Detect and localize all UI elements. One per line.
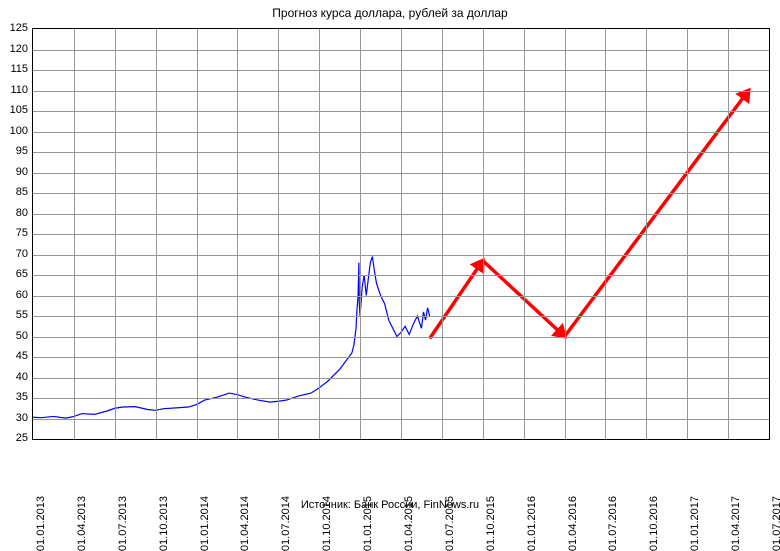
x-axis-label: 01.04.2015 <box>403 496 415 551</box>
y-axis-label: 115 <box>6 63 28 75</box>
grid-line-v <box>115 29 116 439</box>
x-axis-label: 01.04.2017 <box>730 496 742 551</box>
grid-line-v <box>728 29 729 439</box>
x-axis-label: 01.10.2013 <box>158 496 170 551</box>
grid-line-v <box>360 29 361 439</box>
y-axis-label: 110 <box>6 84 28 96</box>
y-axis-label: 35 <box>6 391 28 403</box>
plot-area <box>32 28 770 440</box>
grid-line-v <box>197 29 198 439</box>
grid-line-v <box>156 29 157 439</box>
y-axis-label: 55 <box>6 309 28 321</box>
x-axis-label: 01.07.2015 <box>444 496 456 551</box>
grid-line-v <box>483 29 484 439</box>
y-axis-label: 25 <box>6 432 28 444</box>
x-axis-label: 01.07.2017 <box>771 496 780 551</box>
x-axis-label: 01.07.2014 <box>280 496 292 551</box>
x-axis-label: 01.07.2016 <box>607 496 619 551</box>
x-axis-label: 01.04.2013 <box>76 496 88 551</box>
x-axis-label: 01.01.2014 <box>199 496 211 551</box>
forecast-arrow <box>430 261 483 339</box>
grid-line-v <box>605 29 606 439</box>
y-axis-label: 80 <box>6 207 28 219</box>
grid-line-v <box>442 29 443 439</box>
x-axis-label: 01.01.2017 <box>689 496 701 551</box>
x-axis-label: 01.01.2013 <box>35 496 47 551</box>
y-axis-label: 60 <box>6 289 28 301</box>
y-axis-label: 45 <box>6 350 28 362</box>
y-axis-label: 120 <box>6 43 28 55</box>
x-axis-label: 01.01.2015 <box>362 496 374 551</box>
grid-line-v <box>74 29 75 439</box>
y-axis-label: 65 <box>6 268 28 280</box>
x-axis-label: 01.04.2016 <box>567 496 579 551</box>
grid-line-v <box>565 29 566 439</box>
chart-title: Прогноз курса доллара, рублей за доллар <box>0 0 780 20</box>
x-axis-label: 01.10.2014 <box>321 496 333 551</box>
grid-line-v <box>524 29 525 439</box>
y-axis-label: 100 <box>6 125 28 137</box>
x-axis-label: 01.10.2015 <box>485 496 497 551</box>
y-axis-label: 90 <box>6 166 28 178</box>
y-axis-label: 50 <box>6 330 28 342</box>
grid-line-v <box>319 29 320 439</box>
x-axis-label: 01.01.2016 <box>526 496 538 551</box>
y-axis-label: 40 <box>6 371 28 383</box>
y-axis-label: 105 <box>6 104 28 116</box>
grid-line-v <box>401 29 402 439</box>
grid-line-v <box>646 29 647 439</box>
y-axis-label: 75 <box>6 227 28 239</box>
y-axis-label: 125 <box>6 22 28 34</box>
x-axis-label: 01.04.2014 <box>239 496 251 551</box>
x-axis-label: 01.07.2013 <box>117 496 129 551</box>
y-axis-label: 85 <box>6 186 28 198</box>
x-axis-label: 01.10.2016 <box>648 496 660 551</box>
y-axis-label: 30 <box>6 412 28 424</box>
grid-line-v <box>278 29 279 439</box>
y-axis-label: 95 <box>6 145 28 157</box>
y-axis-label: 70 <box>6 248 28 260</box>
grid-line-v <box>237 29 238 439</box>
chart-container: Прогноз курса доллара, рублей за доллар … <box>0 0 780 515</box>
grid-line-v <box>687 29 688 439</box>
